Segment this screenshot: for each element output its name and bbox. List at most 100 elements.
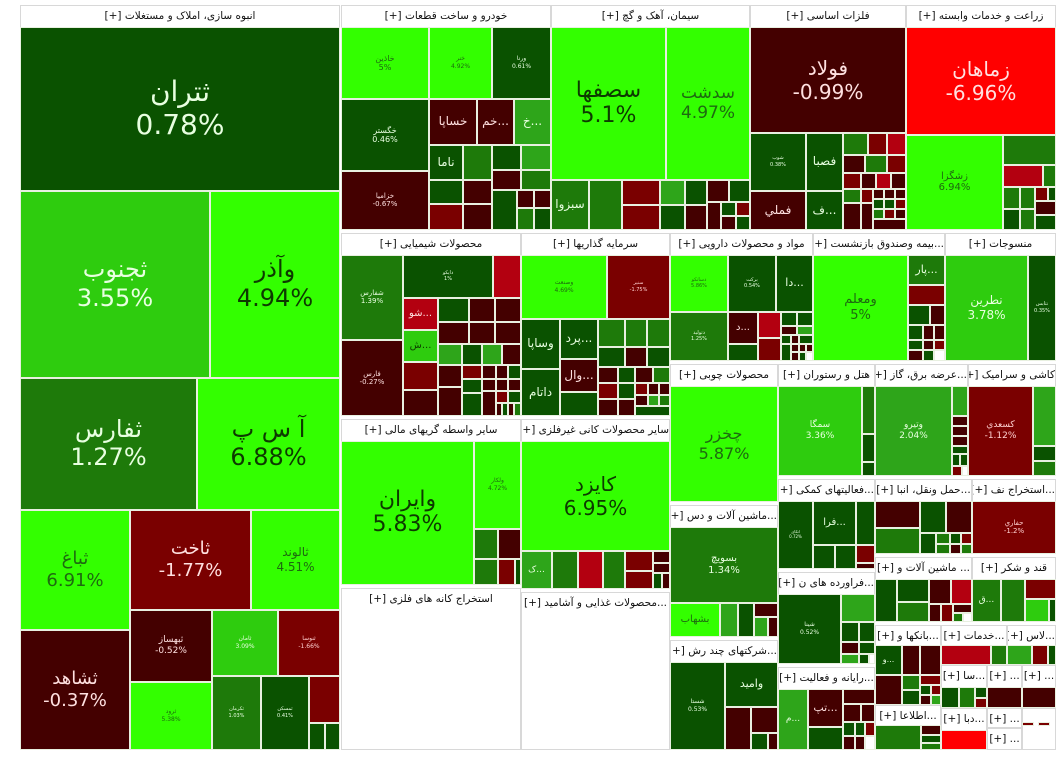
- stock-tile[interactable]: [496, 379, 508, 391]
- stock-tile[interactable]: [1043, 165, 1056, 187]
- stock-tile[interactable]: [843, 704, 861, 722]
- stock-tile[interactable]: ناما: [429, 145, 463, 180]
- stock-tile[interactable]: چخزر 5.87%: [670, 386, 778, 502]
- stock-tile[interactable]: [598, 367, 618, 383]
- stock-tile[interactable]: [721, 216, 736, 230]
- stock-tile[interactable]: [1033, 386, 1056, 446]
- stock-tile[interactable]: ...خ: [514, 99, 551, 145]
- stock-tile[interactable]: [936, 544, 950, 554]
- stock-tile[interactable]: ...ک: [521, 551, 552, 589]
- stock-tile[interactable]: [859, 642, 875, 654]
- stock-tile[interactable]: [754, 617, 768, 637]
- stock-tile[interactable]: [1025, 599, 1049, 622]
- stock-tile[interactable]: [902, 690, 920, 705]
- stock-tile[interactable]: [799, 344, 806, 352]
- stock-tile[interactable]: [902, 675, 920, 690]
- stock-tile[interactable]: [895, 199, 906, 209]
- stock-tile[interactable]: [482, 365, 496, 379]
- stock-tile[interactable]: بشهاب: [670, 603, 720, 637]
- stock-tile[interactable]: [495, 322, 521, 344]
- stock-tile[interactable]: [508, 379, 521, 391]
- stock-tile[interactable]: خساپا: [429, 99, 477, 145]
- stock-tile[interactable]: [635, 406, 670, 416]
- sector-expand-title[interactable]: فلزات اساسی [+]: [786, 10, 870, 22]
- stock-tile[interactable]: [859, 622, 875, 642]
- sector-expand-title[interactable]: قند و شکر [+]: [980, 562, 1048, 574]
- stock-tile[interactable]: [685, 180, 707, 205]
- stock-tile[interactable]: [841, 654, 859, 664]
- stock-tile[interactable]: [659, 383, 670, 395]
- stock-tile[interactable]: شينا 0.52%: [778, 594, 841, 664]
- stock-tile[interactable]: ...خم: [477, 99, 514, 145]
- stock-tile[interactable]: [589, 180, 622, 230]
- stock-tile[interactable]: [936, 533, 950, 544]
- stock-tile[interactable]: خگستر 0.46%: [341, 99, 429, 171]
- stock-tile[interactable]: [875, 579, 897, 622]
- stock-tile[interactable]: [648, 383, 659, 395]
- stock-tile[interactable]: [941, 604, 953, 622]
- stock-tile[interactable]: [492, 145, 521, 170]
- stock-tile[interactable]: ثکرمان 1.03%: [212, 676, 261, 750]
- stock-tile[interactable]: [950, 533, 961, 544]
- stock-tile[interactable]: [517, 208, 534, 230]
- stock-tile[interactable]: [862, 386, 875, 434]
- stock-tile[interactable]: [521, 170, 551, 190]
- stock-tile[interactable]: [429, 204, 463, 230]
- stock-tile[interactable]: ...م: [778, 689, 808, 750]
- stock-tile[interactable]: [856, 563, 875, 569]
- stock-tile[interactable]: برکت 0.54%: [728, 255, 776, 312]
- stock-tile[interactable]: [923, 340, 934, 350]
- stock-tile[interactable]: [482, 344, 502, 365]
- stock-tile[interactable]: ثاخت -1.77%: [130, 510, 251, 610]
- sector-expand-title[interactable]: سایر واسطه گریهای مالی [+]: [364, 424, 498, 436]
- stock-tile[interactable]: [578, 551, 603, 589]
- stock-tile[interactable]: [653, 367, 670, 383]
- stock-tile[interactable]: ...شو: [403, 298, 438, 330]
- stock-tile[interactable]: [975, 687, 987, 698]
- stock-tile[interactable]: ثالوند 4.51%: [251, 510, 340, 610]
- stock-tile[interactable]: ...فرا: [813, 501, 856, 545]
- stock-tile[interactable]: [843, 155, 865, 173]
- stock-tile[interactable]: [908, 285, 945, 305]
- stock-tile[interactable]: ثباغ 6.91%: [20, 510, 130, 630]
- sector-expand-title[interactable]: ...محصولات غذایی و آشامید [+]: [523, 597, 668, 609]
- stock-tile[interactable]: [707, 180, 729, 202]
- stock-tile[interactable]: [952, 436, 968, 446]
- stock-tile[interactable]: [474, 559, 498, 585]
- stock-tile[interactable]: شوب 0.38%: [750, 133, 806, 191]
- stock-tile[interactable]: ...ق: [972, 579, 1001, 622]
- stock-tile[interactable]: خنر 4.92%: [429, 27, 492, 99]
- stock-tile[interactable]: [1048, 187, 1056, 201]
- sector-expand-title[interactable]: ... ماشین آلات و [+]: [877, 562, 970, 574]
- stock-tile[interactable]: [1020, 187, 1035, 209]
- stock-tile[interactable]: [534, 208, 551, 230]
- stock-tile[interactable]: [768, 617, 778, 637]
- stock-tile[interactable]: ...پار: [908, 255, 945, 285]
- stock-tile[interactable]: [843, 722, 855, 736]
- stock-tile[interactable]: [808, 727, 843, 750]
- stock-tile[interactable]: [873, 209, 884, 219]
- stock-tile[interactable]: [462, 365, 482, 379]
- stock-tile[interactable]: [920, 675, 941, 685]
- sector-expand-title[interactable]: زراعت و خدمات وابسته [+]: [918, 10, 1044, 22]
- stock-tile[interactable]: [961, 533, 972, 544]
- sector-expand-title[interactable]: منسوجات [+]: [968, 238, 1033, 250]
- stock-tile[interactable]: [929, 579, 951, 604]
- stock-tile[interactable]: [653, 551, 670, 563]
- stock-tile[interactable]: [653, 563, 670, 573]
- stock-tile[interactable]: [806, 352, 813, 361]
- stock-tile[interactable]: [923, 350, 934, 361]
- stock-tile[interactable]: [902, 645, 920, 675]
- stock-tile[interactable]: [908, 350, 923, 361]
- stock-tile[interactable]: [843, 203, 861, 230]
- sector-expand-title[interactable]: ...شرکتهای چند رش [+]: [671, 645, 777, 657]
- stock-tile[interactable]: داتام: [521, 369, 560, 416]
- stock-tile[interactable]: [1003, 165, 1043, 187]
- stock-tile[interactable]: [884, 209, 895, 219]
- stock-tile[interactable]: [309, 676, 340, 723]
- stock-tile[interactable]: [729, 180, 750, 202]
- stock-tile[interactable]: [920, 695, 931, 705]
- stock-tile[interactable]: وساپا: [521, 319, 560, 369]
- stock-tile[interactable]: [791, 335, 799, 344]
- stock-tile[interactable]: [493, 255, 521, 298]
